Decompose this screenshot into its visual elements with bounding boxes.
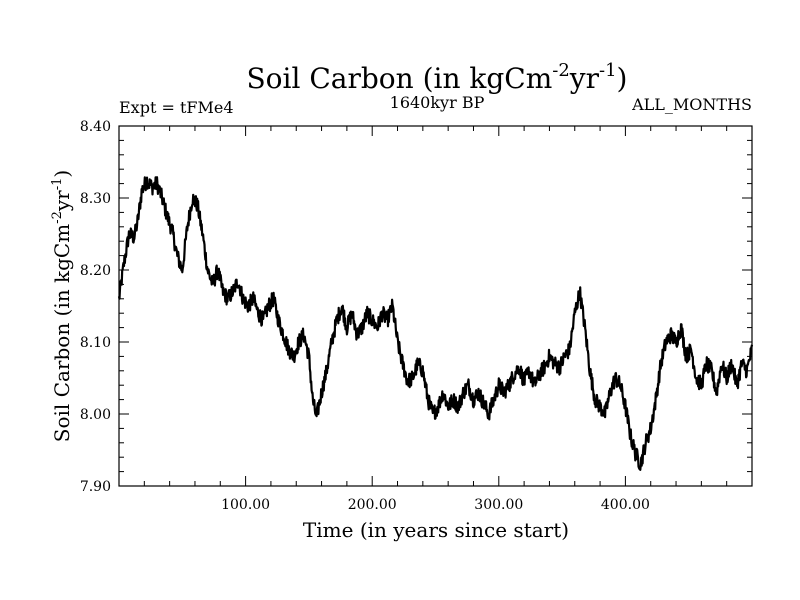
chart-title: Soil Carbon (in kgCm-2yr-1)	[247, 60, 628, 95]
x-tick-label: 100.00	[221, 497, 270, 513]
y-tick-label: 8.00	[80, 407, 111, 423]
y-axis-label: Soil Carbon (in kgCm-2yr-1)	[50, 170, 74, 442]
period-label: 1640kyr BP	[390, 93, 485, 112]
y-tick-label: 8.30	[80, 191, 111, 207]
x-tick-label: 300.00	[474, 497, 523, 513]
y-tick-label: 8.40	[80, 119, 111, 135]
x-tick-label: 400.00	[601, 497, 650, 513]
plot-frame	[118, 125, 753, 487]
x-axis-ticks: 100.00 200.00 300.00 400.00	[143, 126, 728, 513]
y-tick-label: 8.10	[80, 335, 111, 351]
months-label: ALL_MONTHS	[631, 95, 752, 114]
soil-carbon-series-line	[117, 176, 754, 471]
x-axis-label: Time (in years since start)	[303, 518, 569, 542]
y-tick-label: 7.90	[80, 479, 111, 495]
y-axis-ticks: 7.90 8.00 8.10 8.20 8.30 8.40	[80, 119, 752, 495]
experiment-label: Expt = tFMe4	[119, 98, 234, 117]
y-tick-label: 8.20	[80, 263, 111, 279]
x-tick-label: 200.00	[348, 497, 397, 513]
